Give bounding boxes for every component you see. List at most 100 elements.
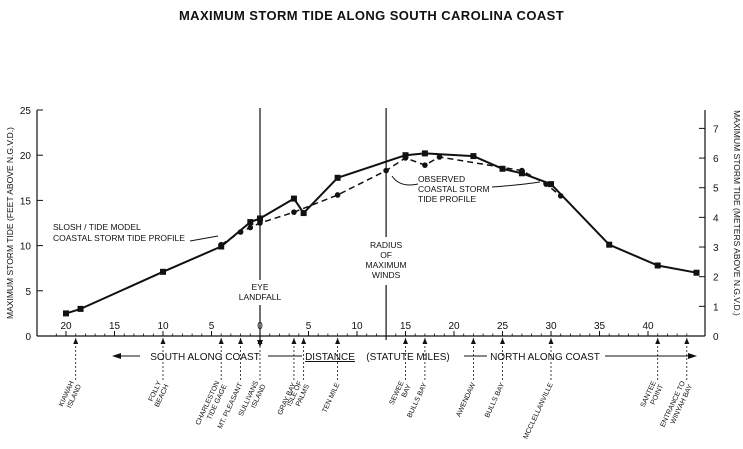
eye-landfall-label: LANDFALL bbox=[239, 292, 282, 302]
location-label: TEN MILE bbox=[321, 382, 341, 415]
x-tick-label: 20 bbox=[60, 321, 72, 332]
y-tick-label-right: 0 bbox=[713, 332, 719, 343]
model-point bbox=[470, 153, 477, 160]
distance-label: DISTANCE bbox=[305, 352, 355, 363]
location-pointer-head bbox=[335, 338, 341, 344]
location-label-group: AWENDAW bbox=[455, 382, 477, 419]
y-tick-label-right: 6 bbox=[713, 154, 719, 165]
y-tick-label-right: 7 bbox=[713, 124, 719, 135]
x-tick-label: 30 bbox=[545, 321, 557, 332]
location-pointer-head bbox=[257, 338, 263, 344]
observed-point bbox=[257, 220, 263, 226]
location-label-group: MCCLELLANVILLE bbox=[523, 382, 555, 441]
observed-point bbox=[422, 162, 428, 168]
observed-point bbox=[383, 167, 389, 174]
observed-point bbox=[436, 154, 443, 160]
north-arrow-head bbox=[688, 353, 697, 359]
location-pointer-head bbox=[218, 338, 224, 344]
observed-point bbox=[247, 224, 254, 231]
y-tick-label-left: 5 bbox=[25, 287, 31, 298]
observed-point bbox=[237, 229, 244, 235]
model-point bbox=[160, 268, 166, 275]
y-axis-label-right: MAXIMUM STORM TIDE (METERS ABOVE N.G.V.D… bbox=[732, 110, 742, 316]
model-point bbox=[334, 174, 341, 181]
x-tick-label: 5 bbox=[306, 321, 312, 332]
x-tick-label: 10 bbox=[351, 321, 363, 332]
x-tick-label: 10 bbox=[157, 321, 169, 332]
location-pointer-head bbox=[160, 338, 166, 344]
model-annotation-leader bbox=[189, 235, 219, 242]
location-label: AWENDAW bbox=[455, 382, 477, 419]
location-pointer-head bbox=[548, 338, 554, 344]
model-point bbox=[421, 150, 428, 157]
y-tick-label-left: 0 bbox=[25, 332, 31, 343]
model-point bbox=[247, 219, 254, 226]
y-tick-label-left: 10 bbox=[20, 242, 32, 253]
radius-max-winds-label: RADIUS bbox=[370, 240, 402, 250]
observed-point bbox=[291, 209, 297, 215]
north-along-coast-label: NORTH ALONG COAST bbox=[490, 352, 600, 363]
observed-point bbox=[402, 155, 409, 161]
observed-point bbox=[557, 193, 564, 199]
observed-point bbox=[519, 167, 525, 174]
observed-profile-annotation: TIDE PROFILE bbox=[418, 194, 476, 204]
model-point bbox=[77, 305, 84, 312]
model-point bbox=[548, 181, 554, 188]
observed-annotation-leader-left bbox=[391, 175, 419, 186]
south-arrow-head bbox=[112, 353, 121, 359]
location-pointer-head bbox=[73, 338, 79, 344]
x-tick-label: 25 bbox=[497, 321, 509, 332]
location-pointer-head bbox=[403, 338, 408, 344]
location-pointer-head bbox=[301, 338, 307, 344]
observed-profile-annotation: OBSERVED bbox=[418, 174, 465, 184]
y-axis-label-left: MAXIMUM STORM TIDE (FEET ABOVE N.G.V.D.) bbox=[5, 127, 15, 319]
south-along-coast-label: SOUTH ALONG COAST bbox=[150, 352, 259, 363]
y-tick-label-left: 20 bbox=[20, 151, 32, 162]
location-label: MCCLELLANVILLE bbox=[523, 382, 555, 441]
x-tick-label: 35 bbox=[594, 321, 606, 332]
model-point bbox=[257, 215, 263, 222]
model-point bbox=[693, 269, 700, 276]
y-tick-label-right: 1 bbox=[713, 302, 719, 313]
x-tick-label: 15 bbox=[400, 321, 412, 332]
model-point bbox=[290, 195, 297, 202]
distance-units-label: (STATUTE MILES) bbox=[366, 352, 450, 363]
y-tick-label-right: 3 bbox=[713, 243, 719, 254]
y-tick-label-right: 5 bbox=[713, 184, 719, 195]
y-tick-label-left: 25 bbox=[20, 106, 32, 117]
location-label-group: TEN MILE bbox=[321, 382, 341, 415]
location-pointer-head bbox=[238, 338, 244, 344]
model-point bbox=[63, 310, 69, 317]
x-tick-label: 40 bbox=[642, 321, 654, 332]
observed-profile-annotation: COASTAL STORM bbox=[418, 184, 490, 194]
y-tick-label-left: 15 bbox=[20, 196, 32, 207]
y-tick-label-right: 4 bbox=[713, 213, 719, 224]
location-pointer-head bbox=[422, 338, 428, 344]
x-tick-label: 5 bbox=[209, 321, 215, 332]
model-point bbox=[300, 210, 307, 217]
observed-point bbox=[218, 241, 224, 248]
model-profile-annotation: SLOSH / TIDE MODEL bbox=[53, 222, 141, 232]
observed-point bbox=[334, 192, 341, 198]
location-label: BULLS BAY bbox=[484, 382, 506, 419]
location-pointer-head bbox=[470, 338, 476, 344]
radius-max-winds-label: OF bbox=[380, 250, 392, 260]
observed-annotation-leader-right bbox=[491, 181, 541, 188]
location-pointer-head bbox=[655, 338, 661, 344]
radius-max-winds-label: WINDS bbox=[372, 270, 401, 280]
model-point bbox=[499, 165, 506, 172]
location-pointer-head bbox=[684, 338, 690, 344]
chart-title: MAXIMUM STORM TIDE ALONG SOUTH CAROLINA … bbox=[178, 8, 565, 23]
eye-landfall-label: EYE bbox=[251, 282, 268, 292]
observed-point bbox=[543, 181, 549, 187]
location-label-group: BULLS BAY bbox=[484, 382, 506, 419]
location-pointer-head bbox=[291, 338, 297, 344]
y-tick-label-right: 2 bbox=[713, 273, 719, 284]
